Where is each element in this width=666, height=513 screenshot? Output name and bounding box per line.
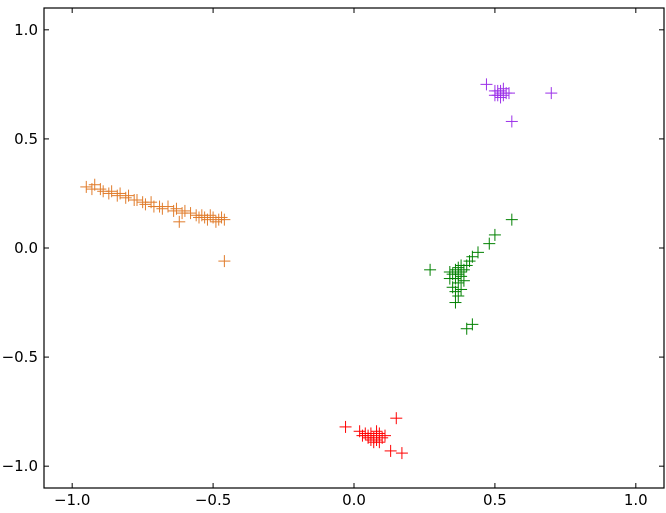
scatter-point [370,425,383,438]
scatter-point [545,87,558,100]
scatter-point [505,115,518,128]
scatter-point [111,189,124,202]
scatter-point [102,187,115,200]
scatter-point [466,318,479,331]
scatter-point [131,194,143,206]
scatter-point [356,429,369,442]
scatter-point [156,202,169,215]
scatter-point [373,436,386,449]
x-tick-label: −0.5 [195,491,231,508]
scatter-point [452,290,465,302]
tick-labels-layer: −1.0 −0.5 0.0 0.5 1.0 1.0 0.5 0.0 −0.5 −1.0 [2,21,648,509]
scatter-point [449,296,462,309]
scatter-point [390,412,403,425]
y-tick-label: 1.0 [14,21,38,39]
scatter-point [80,180,93,193]
scatter-point [379,429,391,442]
y-tick-label: 0.0 [14,239,38,257]
scatter-point [494,84,507,97]
x-tick-label: 1.0 [624,491,648,508]
scatter-point [173,215,186,228]
scatter-point [483,237,496,250]
scatter-point [209,215,222,228]
scatter-point [139,198,152,211]
y-tick-label: −0.5 [2,348,38,366]
scatter-point [384,444,397,457]
scatter-point [94,183,107,196]
points-layer [80,78,558,460]
scatter-point [218,255,231,268]
scatter-point [443,272,456,285]
y-tick-label: 0.5 [14,130,38,148]
scatter-point [119,191,132,204]
scatter-point [178,204,191,217]
ticks-layer [44,8,664,488]
scatter-point [503,87,515,100]
scatter-point [167,204,180,217]
x-tick-label: 0.5 [483,491,507,508]
scatter-point [218,213,231,226]
x-tick-label: 0.0 [342,491,366,508]
scatter-point [395,447,408,460]
scatter-point [362,431,375,444]
scatter-point [455,266,468,278]
scatter-point [424,263,437,276]
scatter-point [457,274,470,287]
x-tick-label: −1.0 [54,491,90,508]
scatter-point [201,213,214,226]
scatter-point [184,207,197,220]
scatter-point [488,228,501,241]
plot-frame [43,7,665,489]
scatter-point [472,246,484,259]
scatter-point [480,78,493,91]
scatter-point [455,283,468,296]
scatter-point [339,420,352,433]
scatter-point [193,211,205,224]
scatter-point [452,268,465,281]
scatter-point [505,213,518,226]
y-tick-label: −1.0 [2,457,38,475]
